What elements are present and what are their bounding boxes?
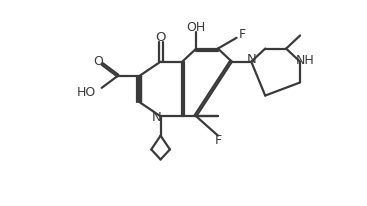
Text: F: F xyxy=(214,135,222,147)
Text: N: N xyxy=(246,53,256,66)
Text: NH: NH xyxy=(296,54,315,67)
Text: HO: HO xyxy=(77,86,96,99)
Text: O: O xyxy=(93,55,103,68)
Text: O: O xyxy=(155,30,166,43)
Text: N: N xyxy=(152,111,161,124)
Text: F: F xyxy=(239,28,246,41)
Text: OH: OH xyxy=(186,21,206,34)
